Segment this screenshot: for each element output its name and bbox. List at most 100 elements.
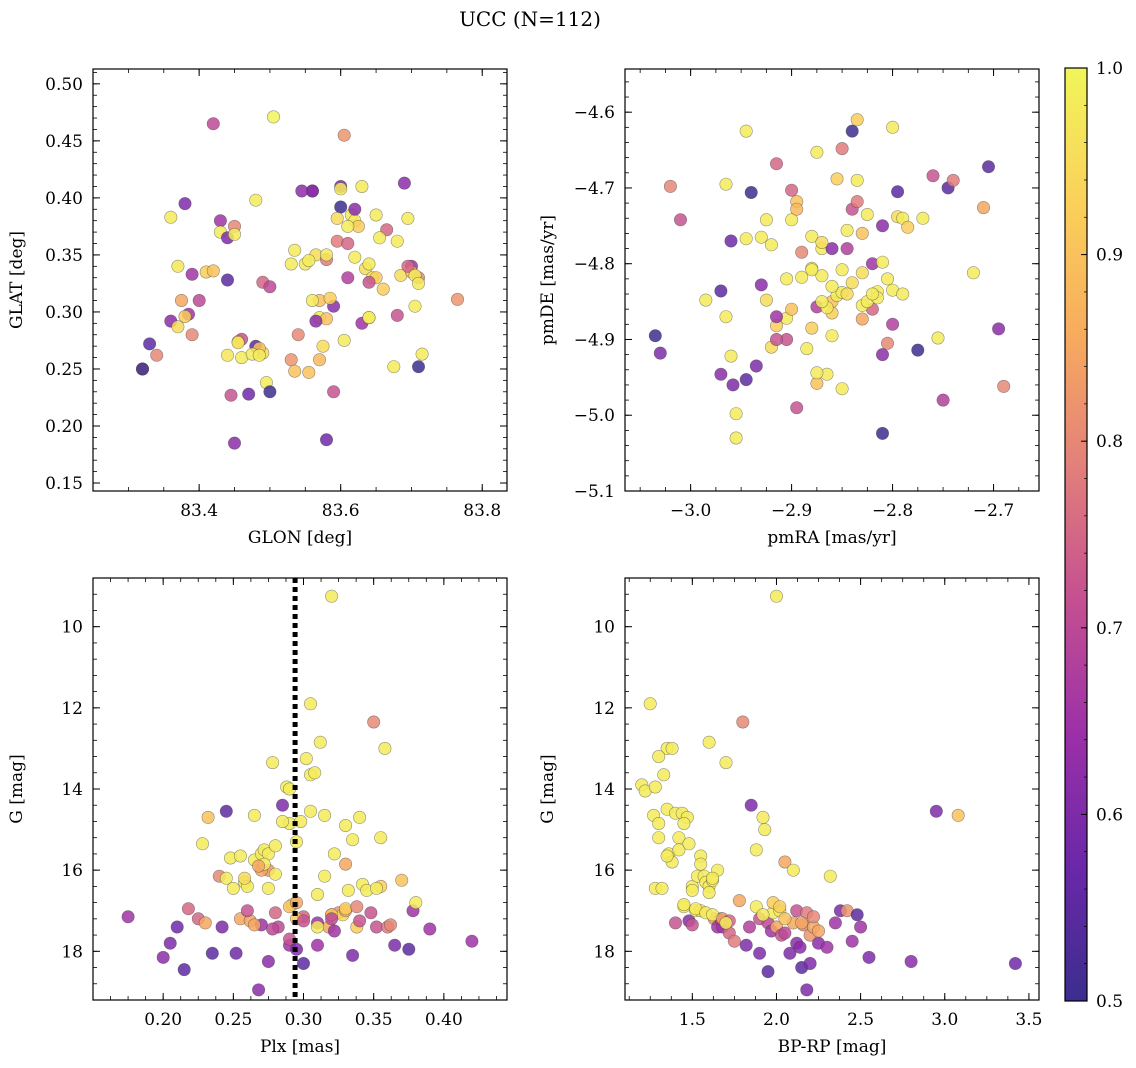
scatter-point [268, 839, 282, 853]
scatter-point [699, 293, 713, 307]
scatter-point [238, 871, 252, 885]
scatter-points [635, 589, 1022, 997]
scatter-point [275, 814, 289, 828]
scatter-point [805, 263, 819, 277]
x-tick-label: 2.0 [763, 1010, 790, 1030]
scatter-point [673, 213, 687, 227]
colorbar-tick-label: 0.6 [1096, 805, 1123, 825]
scatter-point [886, 317, 900, 331]
y-tick-label: −4.7 [574, 179, 615, 199]
scatter-point [815, 295, 829, 309]
y-tick-label: 14 [61, 780, 83, 800]
scatter-point [761, 965, 775, 979]
scatter-point [206, 117, 220, 131]
scatter-point [367, 715, 381, 729]
y-tick-label: 18 [61, 942, 83, 962]
scatter-point [198, 916, 212, 930]
y-tick-label: 12 [593, 699, 615, 719]
scatter-point [415, 347, 429, 361]
scatter-point [178, 309, 192, 323]
scatter-point [860, 208, 874, 222]
scatter-point [875, 255, 889, 269]
scatter-point [976, 201, 990, 215]
scatter-point [769, 589, 783, 603]
scatter-point [739, 373, 753, 387]
scatter-point [136, 362, 150, 376]
scatter-point [810, 145, 824, 159]
scatter-point [773, 900, 787, 914]
scatter-point [936, 393, 950, 407]
scatter-point [409, 896, 423, 910]
scatter-point [729, 407, 743, 421]
scatter-point [810, 366, 824, 380]
scatter-point [196, 837, 210, 851]
scatter-point [648, 780, 662, 794]
scatter-point [369, 920, 383, 934]
scatter-point [643, 697, 657, 711]
scatter-point [303, 804, 317, 818]
scatter-point [769, 157, 783, 171]
scatter-point [339, 818, 353, 832]
y-tick-label: 16 [593, 861, 615, 881]
scatter-point [880, 336, 894, 350]
scatter-point [840, 287, 854, 301]
panel-pmra-pmde: −3.0 −2.9 −2.8 −2.7 −5.1 −5.0 −4.9 −4.8 −4.7 −4.6… [538, 68, 1040, 548]
y-tick-label: 12 [61, 699, 83, 719]
scatter-point [652, 749, 666, 763]
scatter-point [150, 348, 164, 362]
scatter-point [266, 110, 280, 124]
scatter-point [732, 894, 746, 908]
scatter-point [830, 172, 844, 186]
scatter-point [850, 908, 864, 922]
scatter-point [835, 142, 849, 156]
scatter-point [702, 735, 716, 749]
figure-title: UCC (N=112) [459, 7, 601, 31]
panel-glon-glat: 83.4 83.6 83.8 0.15 0.20 0.25 0.30 0.35 0.40 0.45… [7, 68, 508, 548]
x-tick-label: 83.6 [322, 501, 360, 521]
scatter-point [334, 200, 348, 214]
x-tick-label: −2.9 [771, 501, 812, 521]
scatter-point [423, 922, 437, 936]
scatter-point [660, 849, 674, 863]
scatter-point [729, 431, 743, 445]
scatter-point [825, 329, 839, 343]
x-tick-label: −2.7 [973, 501, 1014, 521]
scatter-point [362, 257, 376, 271]
y-tick-label: 0.35 [45, 246, 83, 266]
scatter-point [719, 756, 733, 770]
y-tick-label: −4.9 [574, 330, 615, 350]
scatter-point [694, 857, 708, 871]
scatter-point [397, 176, 411, 190]
scatter-point [221, 273, 235, 287]
scatter-point [815, 236, 829, 250]
x-tick-label: 83.8 [463, 501, 501, 521]
scatter-points [121, 589, 479, 997]
scatter-point [231, 336, 245, 350]
scatter-point [374, 831, 388, 845]
scatter-point [369, 208, 383, 222]
scatter-point [778, 855, 792, 869]
scatter-point [219, 871, 233, 885]
scatter-point [793, 940, 807, 954]
scatter-point [268, 867, 282, 881]
scatter-point [308, 766, 322, 780]
scatter-point [390, 234, 404, 248]
scatter-point [744, 186, 758, 200]
scatter-point [252, 983, 266, 997]
plot-frame [624, 577, 1040, 1001]
scatter-point [803, 956, 817, 970]
scatter-point [411, 360, 425, 374]
scatter-point [739, 124, 753, 138]
scatter-point [401, 259, 415, 273]
y-tick-label: 0.45 [45, 132, 83, 152]
scatter-point [759, 213, 773, 227]
x-tick-label: 2.5 [847, 1010, 874, 1030]
scatter-point [756, 810, 770, 824]
plot-frame [92, 68, 508, 492]
scatter-point [171, 259, 185, 273]
scatter-point [369, 881, 383, 895]
scatter-point [845, 124, 859, 138]
scatter-point [263, 385, 277, 399]
scatter-point [247, 808, 261, 822]
scatter-point [875, 348, 889, 362]
